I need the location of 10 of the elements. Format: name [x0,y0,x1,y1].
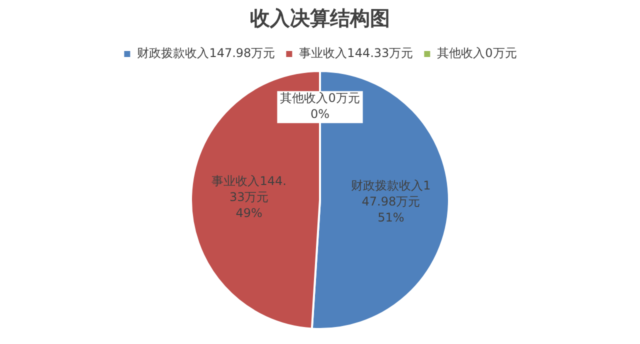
legend-label: 财政拨款收入147.98万元 [137,46,276,60]
data-label: 49% [236,206,262,220]
slice-label: 财政拨款收入147.98万元 [351,178,431,208]
slice-label: 事业收入144.33万元 [212,174,286,204]
chart-title: 收入决算结构图 [250,6,390,30]
legend-label: 其他收入0万元 [437,46,517,60]
text: 0% [310,107,330,122]
data-label: 51% [378,210,404,224]
category-label: 其他收入0万元 [280,91,360,106]
legend-label: 事业收入144.33万元 [299,46,414,60]
